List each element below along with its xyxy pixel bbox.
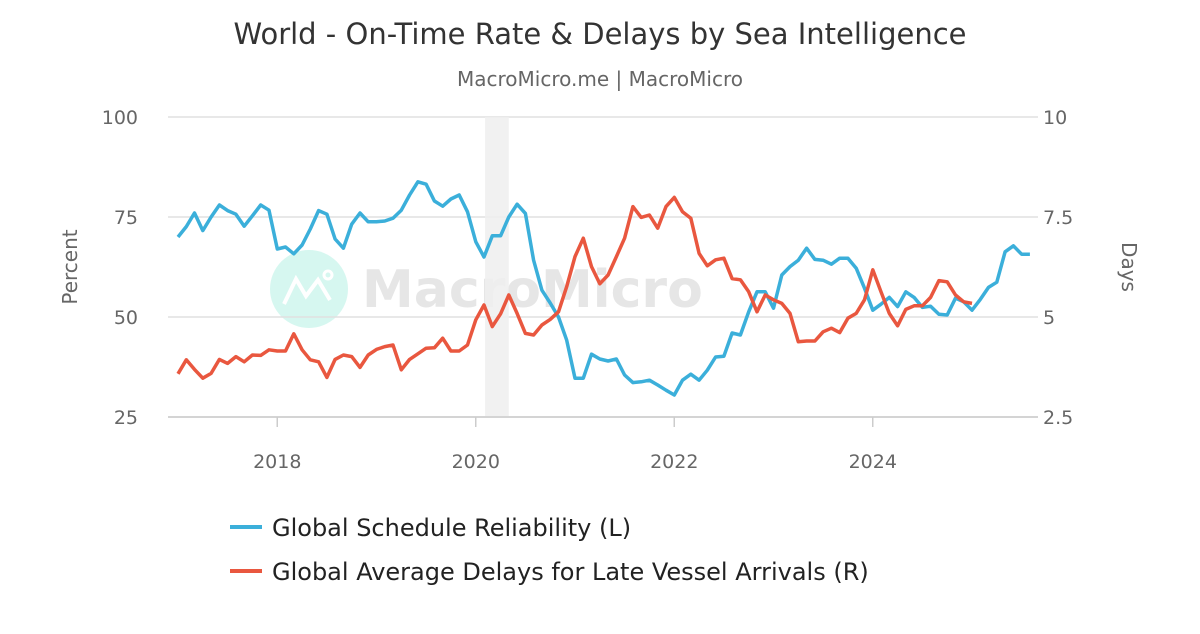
x-tick-label: 2018 [253, 451, 301, 473]
chart-subtitle: MacroMicro.me | MacroMicro [457, 67, 743, 91]
y-axis-right-label: Days [1117, 242, 1141, 292]
x-tick-label: 2024 [849, 451, 897, 473]
series-lines [176, 180, 1030, 397]
y-tick-right: 7.5 [1043, 207, 1073, 229]
series-line-reliability [176, 180, 1030, 397]
x-tick-label: 2020 [452, 451, 500, 473]
legend: Global Schedule Reliability (L) Global A… [230, 514, 869, 586]
chart-title: World - On-Time Rate & Delays by Sea Int… [233, 17, 966, 51]
watermark-text: MacroMicro [362, 260, 703, 320]
y-tick-right: 5 [1043, 307, 1055, 329]
y-tick-left: 50 [114, 307, 138, 329]
shaded-band [485, 117, 509, 417]
legend-label: Global Average Delays for Late Vessel Ar… [272, 558, 869, 586]
shaded-period [485, 117, 509, 417]
y-tick-right: 2.5 [1043, 407, 1073, 429]
y-tick-left: 100 [102, 107, 138, 129]
y-tick-left: 75 [114, 207, 138, 229]
y-axis-left-label: Percent [58, 229, 82, 304]
legend-item-delays[interactable]: Global Average Delays for Late Vessel Ar… [230, 558, 869, 586]
x-tick-label: 2022 [650, 451, 698, 473]
watermark: MacroMicro [270, 250, 703, 328]
y-tick-left: 25 [114, 407, 138, 429]
series-line-delays [176, 195, 973, 380]
y-tick-right: 10 [1043, 107, 1067, 129]
legend-item-reliability[interactable]: Global Schedule Reliability (L) [230, 514, 631, 542]
legend-label: Global Schedule Reliability (L) [272, 514, 631, 542]
axes: 100 10 75 7.5 50 5 25 2.5 2018 2020 2022 2024 [102, 107, 1073, 473]
watermark-logo-mark [282, 274, 332, 305]
